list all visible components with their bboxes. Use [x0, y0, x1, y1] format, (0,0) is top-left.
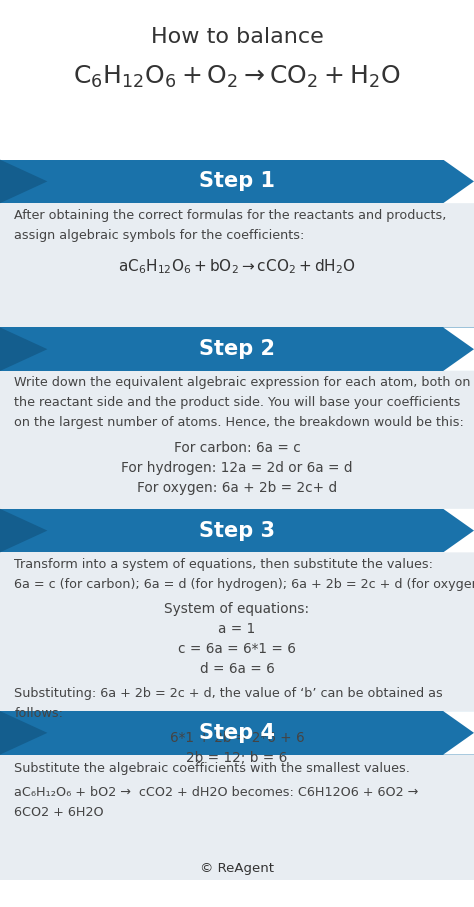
Text: Write down the equivalent algebraic expression for each atom, both on: Write down the equivalent algebraic expr… [14, 376, 471, 389]
Polygon shape [443, 327, 474, 371]
Text: c = 6a = 6*1 = 6: c = 6a = 6*1 = 6 [178, 642, 296, 656]
Text: 2b = 12; b = 6: 2b = 12; b = 6 [186, 751, 288, 765]
Bar [0, 160, 474, 203]
Text: For carbon: 6a = c: For carbon: 6a = c [173, 441, 301, 454]
Polygon shape [0, 327, 47, 371]
Text: the reactant side and the product side. You will base your coefficients: the reactant side and the product side. … [14, 396, 461, 409]
Text: on the largest number of atoms. Hence, the breakdown would be this:: on the largest number of atoms. Hence, t… [14, 416, 464, 429]
Text: Substitute the algebraic coefficients with the smallest values.: Substitute the algebraic coefficients wi… [14, 762, 410, 775]
Polygon shape [0, 711, 47, 755]
Text: Substituting: 6a + 2b = 2c + d, the value of ‘b’ can be obtained as: Substituting: 6a + 2b = 2c + d, the valu… [14, 687, 443, 699]
Bar [0, 552, 474, 730]
Text: System of equations:: System of equations: [164, 602, 310, 616]
Bar [0, 509, 474, 552]
Text: d = 6a = 6: d = 6a = 6 [200, 662, 274, 676]
Polygon shape [0, 160, 47, 203]
Bar [0, 711, 474, 755]
Text: Step 1: Step 1 [199, 171, 275, 191]
Text: 6CO2 + 6H2O: 6CO2 + 6H2O [14, 806, 104, 819]
Polygon shape [0, 509, 47, 552]
Text: Step 4: Step 4 [199, 723, 275, 743]
Bar [0, 0, 474, 181]
Text: Step 2: Step 2 [199, 339, 275, 359]
Text: © ReAgent: © ReAgent [200, 863, 274, 875]
Bar [0, 203, 474, 327]
Text: aC₆H₁₂O₆ + bO2 →  cCO2 + dH2O becomes: C6H12O6 + 6O2 →: aC₆H₁₂O₆ + bO2 → cCO2 + dH2O becomes: C6… [14, 786, 419, 799]
Text: For oxygen: 6a + 2b = 2c+ d: For oxygen: 6a + 2b = 2c+ d [137, 481, 337, 494]
Bar [0, 755, 474, 880]
Text: 6a = c (for carbon); 6a = d (for hydrogen); 6a + 2b = 2c + d (for oxygen).: 6a = c (for carbon); 6a = d (for hydroge… [14, 578, 474, 590]
Polygon shape [443, 160, 474, 203]
Text: 6*1 + 2b = 2*6 + 6: 6*1 + 2b = 2*6 + 6 [170, 731, 304, 745]
Text: a = 1: a = 1 [219, 622, 255, 636]
Text: How to balance: How to balance [151, 27, 323, 47]
Text: Transform into a system of equations, then substitute the values:: Transform into a system of equations, th… [14, 558, 433, 571]
Polygon shape [443, 509, 474, 552]
Text: After obtaining the correct formulas for the reactants and products,: After obtaining the correct formulas for… [14, 209, 447, 221]
Text: $\mathregular{C_6H_{12}O_6 + O_2 \rightarrow CO_2 + H_2O}$: $\mathregular{C_6H_{12}O_6 + O_2 \righta… [73, 63, 401, 90]
Bar [0, 371, 474, 512]
Text: Step 3: Step 3 [199, 521, 275, 541]
Bar [0, 327, 474, 371]
Text: assign algebraic symbols for the coefficients:: assign algebraic symbols for the coeffic… [14, 229, 305, 241]
Text: $\mathregular{aC_6H_{12}O_6 + bO_2 \rightarrow cCO_2 + dH_2O}$: $\mathregular{aC_6H_{12}O_6 + bO_2 \righ… [118, 258, 356, 277]
Text: follows:: follows: [14, 707, 63, 719]
Polygon shape [443, 711, 474, 755]
Text: For hydrogen: 12a = 2d or 6a = d: For hydrogen: 12a = 2d or 6a = d [121, 461, 353, 474]
